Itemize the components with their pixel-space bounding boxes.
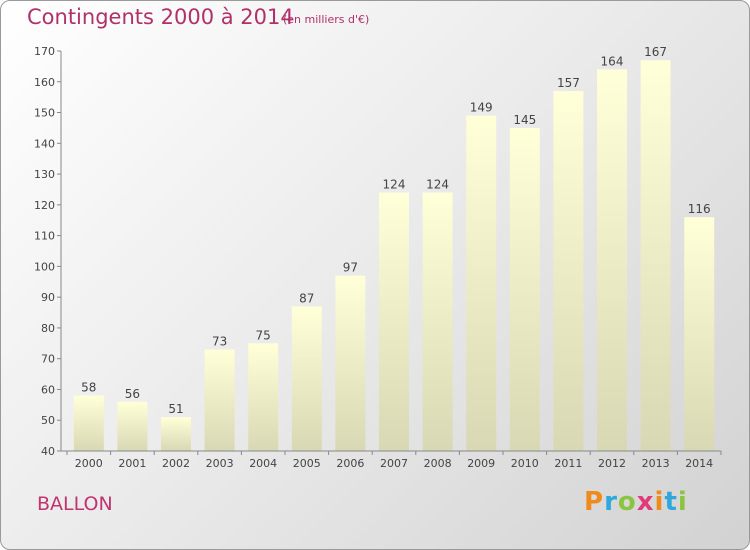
- bar: [379, 192, 409, 452]
- data-label: 116: [688, 202, 711, 216]
- data-label: 164: [601, 54, 624, 68]
- x-tick-label: 2003: [206, 457, 234, 470]
- y-tick-label: 40: [41, 445, 55, 458]
- y-tick-label: 80: [41, 322, 55, 335]
- bar: [640, 60, 671, 451]
- bar: [684, 217, 715, 451]
- bar: [291, 306, 322, 451]
- y-tick-label: 130: [34, 168, 55, 181]
- y-tick-label: 170: [34, 45, 55, 58]
- axis-layer: 40 50 60 70 80 90 100 110 120 130 140 150 160 170 2000…: [34, 45, 722, 470]
- data-label: 51: [168, 402, 183, 416]
- x-tick-label: 2007: [380, 457, 408, 470]
- x-tick-label: 2000: [75, 457, 103, 470]
- bar: [422, 192, 453, 452]
- x-tick-label: 2006: [336, 457, 364, 470]
- bar: [597, 69, 627, 451]
- data-label: 58: [81, 381, 96, 395]
- bar: [248, 343, 279, 451]
- y-tick-label: 100: [34, 260, 55, 273]
- bar: [466, 115, 497, 451]
- data-label: 97: [343, 261, 358, 275]
- x-tick-label: 2013: [642, 457, 670, 470]
- bar: [117, 401, 148, 451]
- y-tick-label: 60: [41, 383, 55, 396]
- y-tick-label: 50: [41, 414, 55, 427]
- data-label: 75: [256, 328, 271, 342]
- data-label: 149: [470, 101, 493, 115]
- x-tick-label: 2014: [685, 457, 713, 470]
- y-tick-label: 110: [34, 230, 55, 243]
- x-tick-label: 2008: [424, 457, 452, 470]
- data-label: 73: [212, 334, 227, 348]
- y-tick-label: 150: [34, 107, 55, 120]
- bar: [204, 349, 235, 451]
- x-tick-label: 2010: [511, 457, 539, 470]
- data-label: 87: [299, 291, 314, 305]
- bar: [553, 91, 584, 451]
- data-label: 145: [513, 113, 536, 127]
- x-tick-label: 2012: [598, 457, 626, 470]
- bars-layer: [73, 60, 715, 452]
- x-tick-label: 2011: [554, 457, 582, 470]
- data-label: 56: [125, 387, 140, 401]
- bar: [73, 395, 104, 451]
- chart-title: Contingents 2000 à 2014: [27, 5, 294, 29]
- x-tick-label: 2005: [293, 457, 321, 470]
- commune-name: BALLON: [37, 493, 113, 515]
- x-tick-label: 2001: [118, 457, 146, 470]
- labels-layer: 58 56 51 73 75 87 97 124 124 149 145 157 164 167 116: [81, 45, 710, 416]
- y-tick-label: 70: [41, 353, 55, 366]
- bar: [509, 127, 540, 451]
- data-label: 167: [644, 45, 667, 59]
- x-tick-label: 2004: [249, 457, 277, 470]
- data-label: 124: [426, 178, 449, 192]
- x-tick-label: 2002: [162, 457, 190, 470]
- data-label: 124: [383, 178, 406, 192]
- y-tick-label: 120: [34, 199, 55, 212]
- bar: [161, 417, 191, 451]
- proxiti-logo[interactable]: Proxiti: [584, 487, 688, 517]
- y-tick-label: 160: [34, 76, 55, 89]
- data-label: 157: [557, 76, 580, 90]
- bar: [335, 275, 366, 451]
- x-tick-label: 2009: [467, 457, 495, 470]
- chart-subtitle: (en milliers d'€): [283, 13, 370, 26]
- y-tick-label: 140: [34, 137, 55, 150]
- y-tick-label: 90: [41, 291, 55, 304]
